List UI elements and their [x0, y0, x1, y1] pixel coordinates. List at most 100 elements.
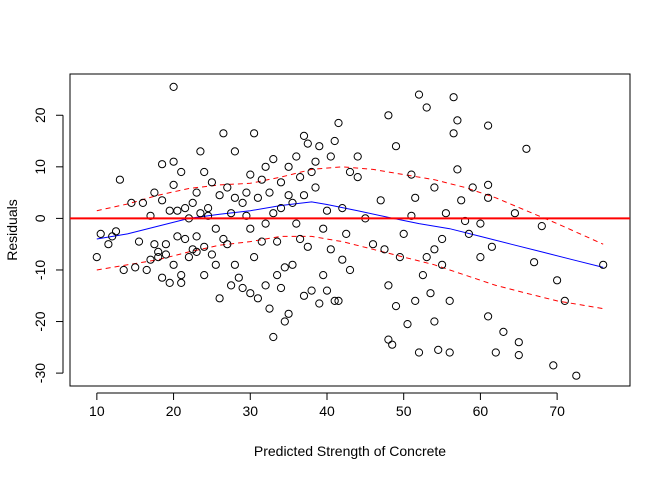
residual-point: [154, 253, 163, 262]
residual-point: [338, 204, 347, 213]
residual-point: [430, 183, 439, 192]
residual-point: [192, 188, 201, 197]
residual-point: [265, 188, 274, 197]
residual-point: [384, 111, 393, 120]
residual-point: [572, 371, 581, 380]
y-axis: -30 -20 -10 0 10 20: [32, 107, 64, 383]
residual-point: [177, 278, 186, 287]
residual-point: [407, 170, 416, 179]
residual-point: [188, 198, 197, 207]
residual-point: [322, 206, 332, 215]
residual-point: [276, 178, 286, 187]
residual-point: [445, 348, 454, 357]
residual-point: [399, 229, 408, 238]
residual-point: [514, 338, 523, 347]
residual-point: [111, 227, 121, 236]
residual-point: [464, 229, 473, 238]
residual-point: [384, 335, 393, 344]
residual-point: [549, 361, 558, 370]
residual-point: [599, 260, 608, 269]
residual-point: [484, 121, 493, 130]
residual-point: [522, 144, 531, 153]
residual-point: [138, 198, 147, 207]
residual-point: [430, 317, 439, 326]
residual-point: [223, 183, 232, 192]
residual-point: [146, 255, 155, 264]
residual-point: [280, 317, 289, 326]
residual-point: [219, 129, 228, 138]
residual-point: [453, 116, 462, 125]
residual-point: [223, 240, 232, 249]
residual-point: [150, 188, 159, 197]
residual-point: [276, 283, 286, 293]
residual-point: [173, 232, 182, 241]
residual-point: [434, 345, 443, 354]
residual-point: [246, 170, 255, 179]
residual-point: [288, 260, 297, 269]
residual-point: [204, 204, 213, 213]
x-axis-label: Predicted Strength of Concrete: [254, 443, 446, 459]
residual-point: [134, 237, 144, 246]
residual-point: [315, 142, 324, 151]
x-tick-label: 10: [89, 403, 105, 419]
residual-point: [407, 211, 416, 220]
residual-point: [261, 219, 270, 228]
residual-point: [207, 178, 216, 187]
residual-point: [449, 93, 458, 102]
residual-point: [453, 165, 462, 174]
residual-point: [303, 242, 312, 251]
residual-point: [161, 250, 170, 259]
residual-point: [445, 296, 454, 305]
residual-point: [127, 198, 136, 207]
y-axis-label: Residuals: [4, 199, 20, 260]
residual-point: [553, 276, 562, 285]
x-tick-label: 50: [396, 403, 412, 419]
residual-point: [273, 271, 282, 280]
residual-point: [146, 211, 155, 220]
residual-point: [115, 175, 125, 184]
x-tick-label: 20: [166, 403, 182, 419]
lower-band-line: [96, 235, 604, 310]
y-tick-label: 0: [32, 214, 48, 222]
residual-point: [484, 180, 493, 189]
residual-point: [457, 196, 466, 205]
residual-point: [177, 167, 186, 177]
residual-point: [227, 281, 236, 290]
residual-point: [276, 204, 286, 213]
residual-point: [296, 173, 305, 182]
residual-point: [491, 348, 500, 357]
residual-point: [219, 234, 228, 244]
residual-point: [438, 260, 447, 269]
residual-point: [510, 209, 520, 218]
x-tick-label: 60: [473, 403, 489, 419]
residual-point: [234, 273, 243, 282]
residual-point: [242, 211, 251, 220]
residual-point: [319, 271, 328, 280]
smooth-trend: [96, 201, 604, 268]
residual-point: [315, 299, 324, 308]
residual-point: [307, 167, 316, 177]
residual-point: [257, 175, 266, 184]
residual-point: [230, 260, 239, 269]
residual-point: [284, 191, 293, 200]
residual-point: [215, 294, 224, 303]
residual-point: [192, 247, 201, 256]
residual-points: [92, 82, 608, 380]
residual-point: [119, 265, 128, 275]
residual-point: [414, 90, 424, 99]
residual-point: [384, 281, 393, 290]
residual-point: [169, 157, 178, 166]
residual-point: [484, 312, 493, 321]
residual-point: [411, 296, 420, 305]
residual-point: [269, 332, 278, 342]
residual-point: [288, 198, 297, 207]
residual-point: [158, 160, 167, 169]
residual-point: [449, 129, 458, 138]
residual-point: [211, 224, 220, 233]
residual-point: [142, 265, 151, 275]
residual-point: [257, 237, 266, 246]
residual-point: [192, 232, 201, 241]
residual-point: [104, 240, 113, 249]
y-tick-label: 20: [32, 107, 48, 123]
residual-point: [345, 265, 355, 275]
